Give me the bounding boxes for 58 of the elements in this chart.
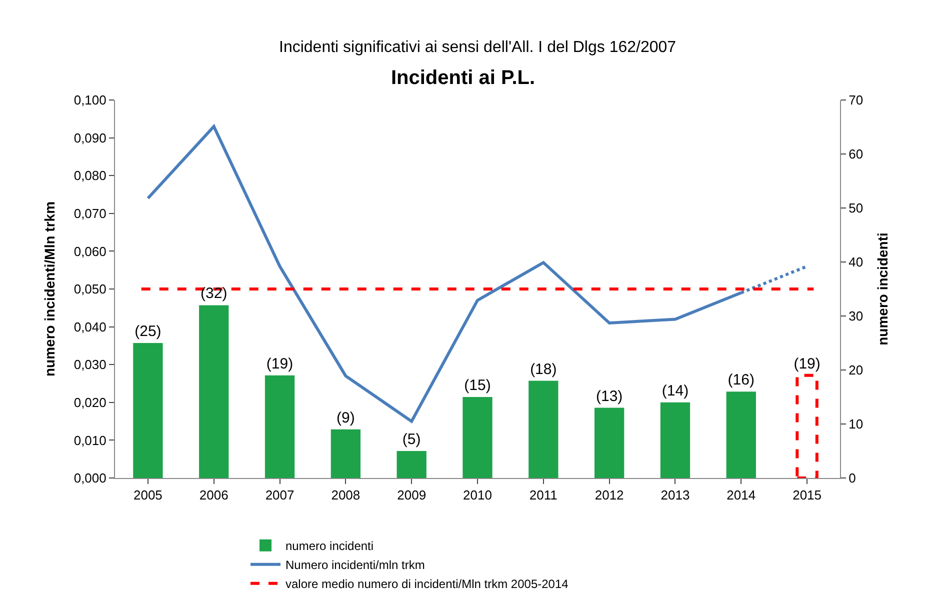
y-tick-label: 0,040 bbox=[74, 319, 106, 334]
data-label: (14) bbox=[662, 382, 689, 400]
data-label: (13) bbox=[596, 388, 623, 405]
y-axis-title: numero incidenti/Mln trkm bbox=[41, 201, 58, 377]
x-tick-label: 2011 bbox=[529, 488, 558, 503]
bar bbox=[462, 397, 492, 478]
x-tick-label: 2008 bbox=[331, 488, 360, 503]
bar bbox=[594, 408, 624, 478]
chart-title: Incidenti ai P.L. bbox=[390, 67, 536, 89]
y-tick-label: 0,100 bbox=[74, 92, 106, 108]
y2-axis-title: numero incidenti bbox=[874, 232, 890, 346]
y-tick-label: 0,000 bbox=[74, 470, 106, 486]
bar bbox=[528, 380, 558, 478]
y-tick-label: 0,060 bbox=[74, 244, 106, 259]
y-tick-label: 0,010 bbox=[74, 432, 106, 448]
data-label: (25) bbox=[134, 323, 162, 340]
y-tick-label: 0,050 bbox=[74, 282, 106, 297]
y2-tick-label: 0 bbox=[848, 470, 856, 486]
data-label: (18) bbox=[530, 360, 557, 378]
bar bbox=[330, 429, 361, 478]
chart-subtitle: Incidenti significativi ai sensi dell'All. I del Dlgs 162/2007 bbox=[279, 39, 676, 56]
x-tick-label: 2010 bbox=[463, 488, 492, 503]
data-label: (32) bbox=[200, 285, 228, 302]
y2-tick-label: 30 bbox=[848, 308, 864, 324]
legend-label: numero incidenti bbox=[286, 539, 374, 554]
y2-tick-label: 20 bbox=[848, 362, 864, 378]
legend-label: Numero incidenti/mln trkm bbox=[286, 558, 425, 572]
data-label: (9) bbox=[336, 409, 355, 426]
x-tick-label: 2005 bbox=[133, 488, 162, 503]
y-tick-label: 0,090 bbox=[74, 130, 106, 146]
y2-tick-label: 10 bbox=[848, 416, 864, 432]
bar bbox=[133, 343, 163, 478]
x-tick-label: 2009 bbox=[397, 488, 426, 503]
x-tick-label: 2012 bbox=[594, 488, 624, 503]
x-tick-label: 2006 bbox=[199, 488, 228, 503]
bar bbox=[264, 375, 295, 478]
x-tick-label: 2014 bbox=[726, 488, 756, 503]
y-tick-label: 0,070 bbox=[74, 206, 106, 221]
data-label: (5) bbox=[402, 431, 421, 448]
x-tick-label: 2007 bbox=[265, 488, 294, 503]
y2-tick-label: 50 bbox=[848, 200, 864, 216]
y-tick-label: 0,030 bbox=[74, 357, 106, 372]
data-label: (16) bbox=[728, 372, 754, 389]
y-tick-label: 0,080 bbox=[74, 168, 106, 184]
data-label: (19) bbox=[266, 355, 294, 372]
y-tick-label: 0,020 bbox=[74, 394, 106, 410]
data-label: (19) bbox=[794, 355, 820, 372]
bar bbox=[396, 451, 426, 478]
bar bbox=[726, 392, 756, 478]
y2-tick-label: 60 bbox=[848, 146, 864, 162]
x-tick-label: 2013 bbox=[660, 488, 690, 503]
y2-tick-label: 70 bbox=[848, 92, 864, 108]
bar bbox=[660, 402, 690, 478]
legend-label: valore medio numero di incidenti/Mln trkm 2005-2014 bbox=[286, 577, 569, 592]
bar bbox=[199, 305, 229, 478]
y2-tick-label: 40 bbox=[848, 254, 864, 270]
data-label: (15) bbox=[464, 377, 491, 394]
x-tick-label: 2015 bbox=[792, 488, 822, 503]
